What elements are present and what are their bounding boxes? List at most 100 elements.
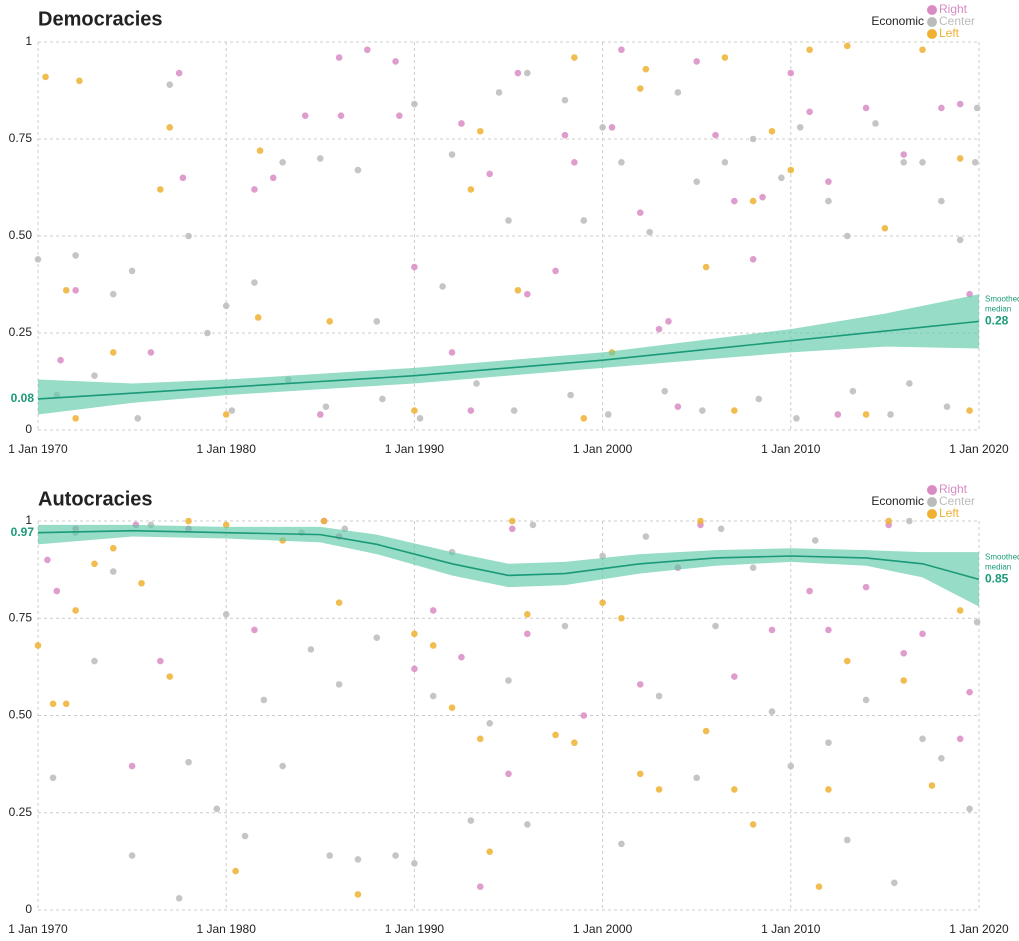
point: [636, 209, 644, 217]
median-name: Smoothed median: [985, 552, 1019, 571]
confidence-band: [38, 294, 979, 415]
point: [392, 852, 399, 859]
x-tick-label: 1 Jan 2000: [573, 922, 633, 936]
legend-label: Right: [939, 482, 968, 496]
point: [232, 867, 239, 875]
point: [787, 69, 795, 77]
point: [337, 112, 345, 120]
point: [721, 158, 729, 166]
point: [476, 883, 484, 890]
point: [458, 120, 465, 127]
point: [392, 58, 399, 65]
y-tick-label: 0.25: [9, 805, 33, 819]
point: [768, 708, 776, 715]
point: [354, 166, 362, 174]
point: [429, 692, 437, 700]
y-tick-label: 1: [25, 513, 32, 527]
point: [552, 267, 559, 275]
x-tick-label: 1 Jan 1980: [197, 922, 257, 936]
legend-swatch: [927, 497, 937, 507]
point: [42, 73, 49, 81]
median-line: [37, 320, 980, 400]
median-start-label: 0.97: [11, 525, 35, 539]
point: [919, 630, 926, 638]
point: [185, 232, 192, 240]
point: [636, 681, 644, 688]
point: [476, 127, 484, 135]
point: [476, 735, 484, 743]
legend-label: Right: [939, 2, 968, 16]
point: [636, 85, 644, 92]
point: [486, 848, 493, 855]
point: [354, 891, 362, 898]
point: [749, 564, 757, 571]
point: [510, 407, 518, 414]
point: [416, 415, 424, 422]
point: [529, 521, 537, 529]
point: [919, 735, 926, 743]
point: [599, 124, 606, 131]
y-tick-label: 0.75: [9, 610, 33, 624]
median-end-label: 0.85: [985, 572, 1009, 586]
legend-swatch: [927, 17, 937, 27]
point: [862, 583, 870, 591]
point: [134, 415, 142, 422]
point: [109, 544, 117, 552]
x-tick-label: 1 Jan 1990: [385, 922, 445, 936]
point: [301, 112, 309, 120]
point: [53, 587, 61, 595]
point: [787, 762, 795, 770]
median-end-label: 0.28: [985, 314, 1009, 328]
point: [843, 657, 851, 665]
point: [900, 677, 908, 684]
point: [411, 263, 418, 271]
point: [618, 158, 625, 166]
legend-label: Left: [939, 26, 960, 40]
y-tick-label: 0.50: [9, 708, 33, 722]
point: [175, 895, 183, 902]
point: [524, 69, 531, 77]
point: [919, 46, 926, 54]
point: [467, 407, 475, 414]
point: [251, 186, 258, 193]
point: [524, 821, 531, 828]
y-tick-label: 0: [25, 902, 32, 916]
point: [938, 197, 945, 205]
point: [956, 607, 964, 614]
point: [900, 649, 908, 657]
point: [661, 387, 669, 395]
point: [571, 158, 578, 166]
point: [335, 599, 343, 606]
point: [599, 552, 606, 560]
point: [881, 224, 889, 232]
point: [166, 673, 174, 680]
point: [561, 622, 569, 630]
point: [320, 517, 328, 525]
point: [279, 158, 286, 166]
point: [712, 131, 719, 139]
point: [599, 599, 606, 606]
point: [580, 712, 588, 719]
point: [128, 852, 136, 859]
point: [326, 318, 334, 325]
legend-swatch: [927, 509, 937, 519]
point: [825, 178, 832, 185]
median-name: Smoothed median: [985, 294, 1019, 313]
point: [825, 786, 832, 793]
point: [749, 821, 757, 828]
point: [34, 642, 42, 649]
point: [467, 186, 475, 193]
point: [618, 614, 625, 622]
point: [971, 158, 979, 166]
point: [486, 719, 493, 727]
point: [222, 302, 230, 310]
point: [72, 252, 79, 259]
point: [796, 124, 804, 131]
point: [702, 727, 710, 735]
point: [900, 151, 908, 158]
point: [906, 380, 913, 387]
point: [721, 54, 729, 61]
point: [429, 607, 437, 614]
point: [166, 124, 174, 131]
point: [467, 817, 475, 824]
